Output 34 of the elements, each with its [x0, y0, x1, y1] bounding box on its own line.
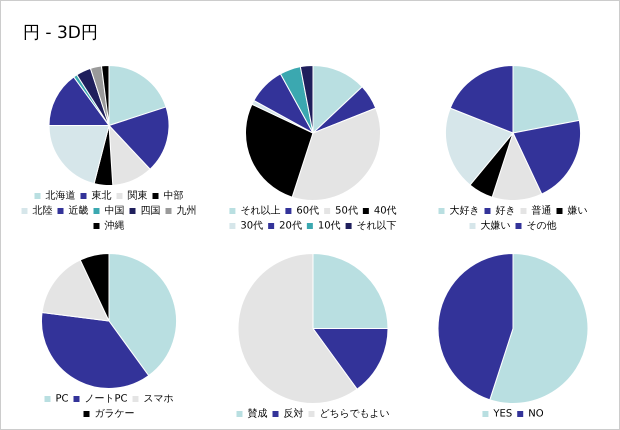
chart-title: 円 - 3D円: [23, 22, 98, 44]
legend-label: NO: [528, 408, 544, 420]
legend-label: 四国: [140, 206, 160, 217]
legend-label: 10代: [318, 220, 341, 232]
legend-label: スマホ: [144, 394, 174, 405]
legend-label: 大嫌い: [480, 220, 510, 232]
legend-label: 中国: [104, 204, 124, 217]
legend-label: その他: [526, 220, 556, 232]
legend-label: 50代: [335, 206, 358, 217]
legend-label: 20代: [279, 220, 302, 232]
legend-label: 賛成: [248, 408, 268, 420]
legend-label: 北陸: [32, 204, 52, 217]
legend-label: YES: [492, 408, 512, 420]
legend-label: どちらでもよい: [320, 408, 390, 420]
legend-label: ノートPC: [84, 394, 128, 405]
legend-label: PC: [55, 394, 69, 405]
legend-label: 近畿: [68, 204, 88, 217]
legend-label: それ以下: [356, 220, 397, 232]
legend-label: 関東: [128, 190, 148, 202]
legend-label: それ以上: [240, 204, 280, 217]
legend-label: 反対: [284, 408, 304, 420]
legend-label: 沖縄: [104, 220, 124, 232]
legend-label: 中部: [164, 190, 184, 202]
legend-label: 普通: [532, 204, 552, 217]
legend-label: 40代: [374, 206, 397, 217]
legend-label: 60代: [296, 206, 320, 217]
legend-label: 北海道: [46, 190, 76, 202]
legend-label: 30代: [240, 220, 264, 232]
legend-label: 好き: [496, 206, 516, 217]
legend-label: 九州: [176, 204, 196, 217]
legend-label: ガラケー: [94, 408, 134, 420]
legend-label: 嫌い: [568, 204, 588, 217]
legend-label: 東北: [92, 190, 112, 202]
legend-label: 大好き: [450, 204, 480, 217]
